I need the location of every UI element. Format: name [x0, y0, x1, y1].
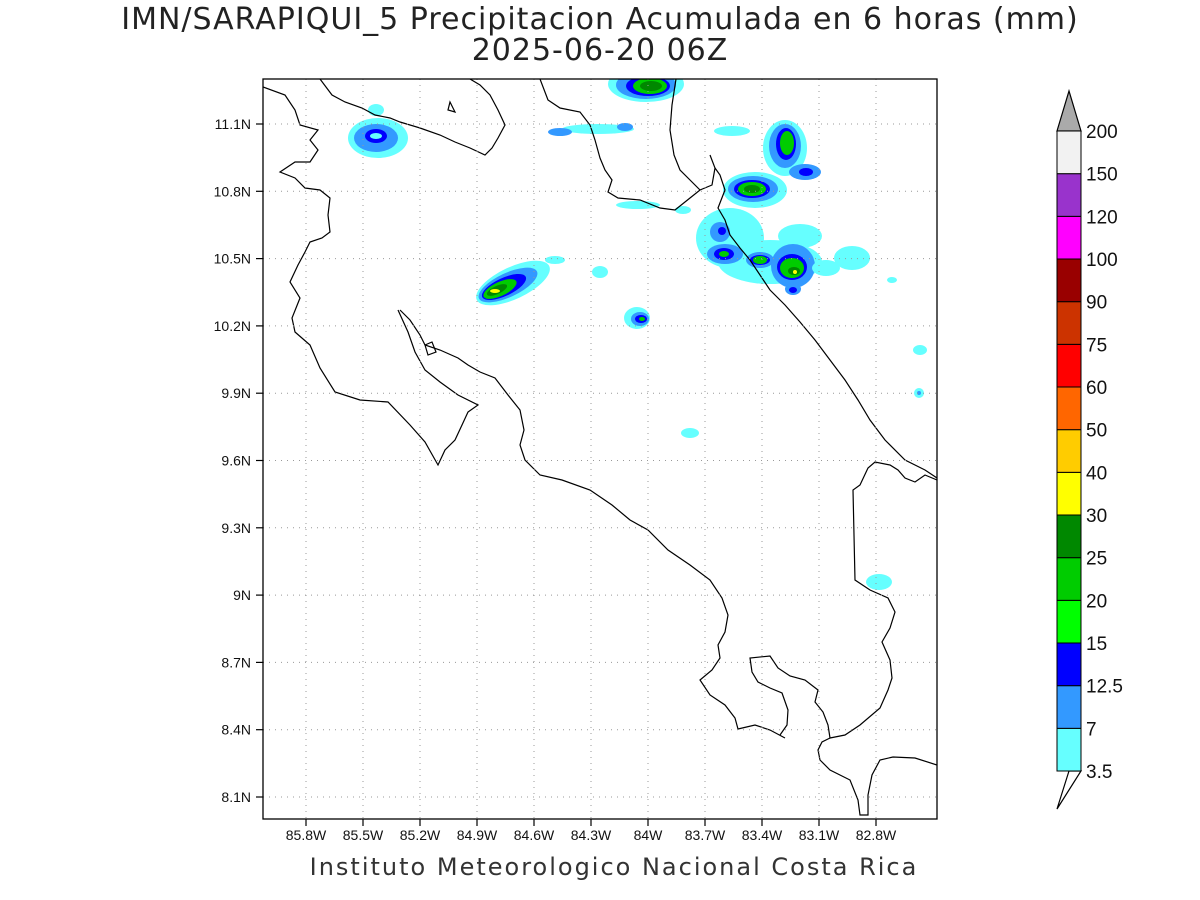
colorbar-label: 90 — [1086, 293, 1107, 314]
rain-cell — [608, 79, 684, 102]
colorbar: 3.5 7 12.5 15 20 25 30 40 50 60 75 90 100 120 150 200 — [1056, 88, 1123, 810]
lon-tick-label: 84W — [634, 827, 664, 843]
colorbar-segment — [1056, 173, 1082, 217]
lon-tick-label: 85.5W — [343, 827, 384, 843]
colorbar-label: 100 — [1086, 250, 1118, 271]
colorbar-max-arrow — [1056, 88, 1082, 132]
colorbar-segment — [1056, 471, 1082, 516]
colorbar-label: 7 — [1086, 719, 1097, 740]
colorbar-segment — [1056, 599, 1082, 644]
lat-tick-label: 8.7N — [221, 654, 251, 670]
colorbar-segment — [1056, 215, 1082, 260]
lon-tick-label: 84.6W — [514, 827, 555, 843]
colorbar-label: 15 — [1086, 634, 1107, 655]
colorbar-segment — [1056, 130, 1082, 175]
map-frame — [262, 78, 938, 820]
precipitation-field — [348, 79, 927, 590]
colorbar-segment — [1056, 642, 1082, 687]
rain-cell — [696, 208, 897, 295]
rain-cell — [723, 172, 787, 208]
lon-tick-label: 85.8W — [286, 827, 327, 843]
colorbar-label: 25 — [1086, 549, 1107, 570]
credit-footer: Instituto Meteorologico Nacional Costa R… — [309, 853, 919, 881]
colorbar-segment — [1056, 557, 1082, 601]
colorbar-min-arrow — [1056, 770, 1083, 810]
lon-tick-label: 84.9W — [457, 827, 498, 843]
colorbar-label: 3.5 — [1086, 762, 1112, 783]
colorbar-label: 200 — [1086, 122, 1118, 143]
lon-tick-label: 83.7W — [685, 827, 726, 843]
colorbar-segment — [1056, 727, 1082, 772]
rain-cell — [476, 256, 608, 306]
lat-tick-label: 8.1N — [221, 789, 251, 805]
colorbar-segment — [1056, 685, 1082, 729]
coastline — [263, 79, 937, 816]
rain-cell — [624, 307, 650, 329]
lat-tick-label: 9.3N — [221, 520, 251, 536]
colorbar-segment — [1056, 429, 1082, 473]
rain-cell — [348, 104, 408, 158]
lon-tick-label: 83.1W — [799, 827, 840, 843]
lat-tick-label: 9.6N — [221, 453, 251, 469]
map-grid — [263, 79, 937, 819]
lat-tick-label: 10.8N — [214, 183, 251, 199]
colorbar-segment — [1056, 514, 1082, 559]
colorbar-segment — [1056, 258, 1082, 303]
lat-tick-label: 10.5N — [214, 251, 251, 267]
colorbar-label: 12.5 — [1086, 677, 1123, 698]
colorbar-label: 50 — [1086, 421, 1107, 442]
colorbar-label: 75 — [1086, 335, 1107, 356]
lat-tick-label: 9N — [233, 587, 251, 603]
map-title: IMN/SARAPIQUI_5 Precipitacion Acumulada … — [121, 2, 1079, 37]
lon-tick-label: 83.4W — [742, 827, 783, 843]
lat-tick-label: 9.9N — [221, 385, 251, 401]
valid-time: 2025-06-20 06Z — [471, 33, 729, 68]
colorbar-label: 120 — [1086, 207, 1118, 228]
rain-cell — [763, 120, 821, 180]
colorbar-segment — [1056, 343, 1082, 388]
lat-tick-label: 10.2N — [214, 318, 251, 334]
colorbar-segment — [1056, 386, 1082, 431]
lat-tick-label: 11.1N — [215, 116, 251, 132]
lon-tick-label: 85.2W — [400, 827, 441, 843]
colorbar-label: 150 — [1086, 165, 1118, 186]
colorbar-segment — [1056, 301, 1082, 345]
lat-tick-label: 8.4N — [221, 722, 251, 738]
lon-tick-label: 82.8W — [856, 827, 897, 843]
colorbar-label: 20 — [1086, 591, 1107, 612]
lon-tick-label: 84.3W — [571, 827, 612, 843]
colorbar-label: 30 — [1086, 506, 1107, 527]
colorbar-label: 40 — [1086, 463, 1107, 484]
axis-labels: 85.8W 85.5W 85.2W 84.9W 84.6W 84.3W 84W 83.7W 83… — [214, 116, 897, 843]
colorbar-label: 60 — [1086, 378, 1107, 399]
